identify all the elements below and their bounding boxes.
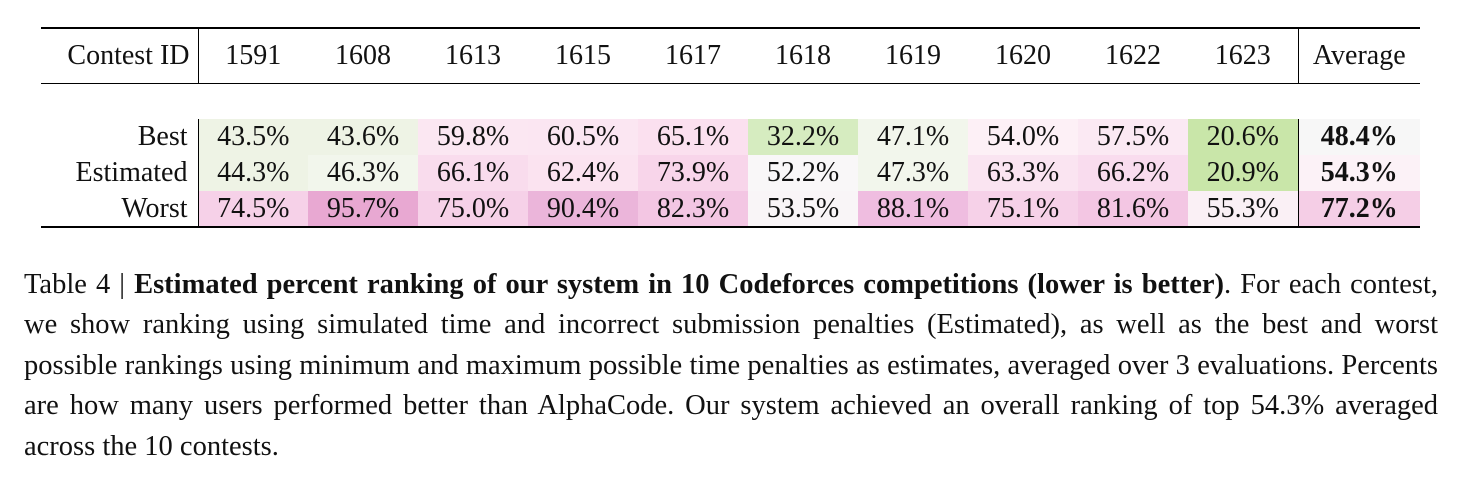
- average-cell: 48.4%: [1297, 119, 1420, 155]
- percent-cell: 73.9%: [638, 155, 748, 191]
- percent-cell: 44.3%: [197, 155, 308, 191]
- contest-id-header: 1608: [308, 27, 418, 84]
- spacer-row: [41, 83, 1420, 119]
- contest-id-header: 1613: [418, 27, 528, 84]
- table-row: Best 43.5% 43.6% 59.8% 60.5% 65.1% 32.2% 47.1% 5…: [41, 119, 1420, 155]
- percent-cell: 53.5%: [748, 191, 858, 228]
- percent-cell: 75.0%: [418, 191, 528, 228]
- percent-cell: 74.5%: [197, 191, 308, 228]
- percent-cell: 81.6%: [1078, 191, 1188, 228]
- table-row: Estimated 44.3% 46.3% 66.1% 62.4% 73.9% 52.2% 4…: [41, 155, 1420, 191]
- table-row: Worst 74.5% 95.7% 75.0% 90.4% 82.3% 53.5% 88.1%…: [41, 191, 1420, 228]
- caption-prefix: Table 4 |: [24, 268, 135, 300]
- percent-cell: 52.2%: [748, 155, 858, 191]
- percent-cell: 62.4%: [528, 155, 638, 191]
- percent-cell: 55.3%: [1188, 191, 1298, 228]
- percent-cell: 20.6%: [1188, 119, 1298, 155]
- average-cell: 77.2%: [1297, 191, 1420, 228]
- percent-cell: 66.2%: [1078, 155, 1188, 191]
- percent-cell: 54.0%: [968, 119, 1078, 155]
- row-label: Best: [137, 121, 188, 152]
- contest-id-header: 1618: [748, 27, 858, 84]
- percent-cell: 20.9%: [1188, 155, 1298, 191]
- contest-id-header: 1617: [638, 27, 748, 84]
- percent-cell: 90.4%: [528, 191, 638, 228]
- percent-cell: 75.1%: [968, 191, 1078, 228]
- table-caption: Table 4 | Estimated percent ranking of o…: [24, 265, 1438, 468]
- caption-body: . For each contest, we show ranking usin…: [24, 268, 1438, 462]
- row-label: Estimated: [75, 157, 188, 188]
- header-label: Contest ID: [41, 27, 198, 84]
- percent-cell: 46.3%: [308, 155, 418, 191]
- caption-bold-title: Estimated percent ranking of our system …: [134, 268, 1224, 300]
- average-cell: 54.3%: [1297, 155, 1420, 191]
- percent-cell: 82.3%: [638, 191, 748, 228]
- percent-cell: 32.2%: [748, 119, 858, 155]
- contest-id-header: 1620: [968, 27, 1078, 84]
- percent-cell: 66.1%: [418, 155, 528, 191]
- contest-id-header: 1619: [858, 27, 968, 84]
- percent-cell: 88.1%: [858, 191, 968, 228]
- average-header: Average: [1297, 27, 1420, 84]
- row-label: Worst: [41, 191, 198, 228]
- contest-id-header: 1615: [528, 27, 638, 84]
- percent-cell: 47.3%: [858, 155, 968, 191]
- percent-cell: 59.8%: [418, 119, 528, 155]
- contest-id-header: 1591: [197, 27, 308, 84]
- percent-cell: 60.5%: [528, 119, 638, 155]
- results-table: Contest ID 1591 1608 1613 1615 1617 1618…: [41, 27, 1420, 228]
- contest-id-header: 1622: [1078, 27, 1188, 84]
- percent-cell: 47.1%: [858, 119, 968, 155]
- contest-id-header: 1623: [1188, 27, 1298, 84]
- table-header-row: Contest ID 1591 1608 1613 1615 1617 1618…: [41, 27, 1420, 84]
- percent-cell: 57.5%: [1078, 119, 1188, 155]
- percent-cell: 43.6%: [308, 119, 418, 155]
- percent-cell: 65.1%: [638, 119, 748, 155]
- percent-cell: 43.5%: [197, 119, 308, 155]
- percent-cell: 95.7%: [308, 191, 418, 228]
- percent-cell: 63.3%: [968, 155, 1078, 191]
